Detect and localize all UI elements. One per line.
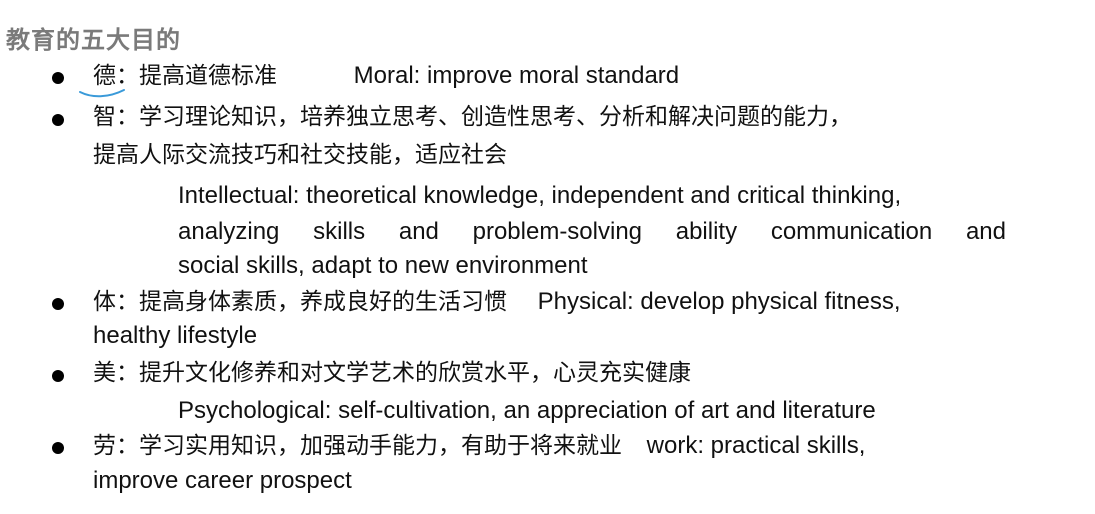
moral-line: 德：提高道德标准 Moral: improve moral standard — [93, 61, 679, 91]
handwritten-underline-mark — [79, 89, 125, 98]
intellectual-en-line1: Intellectual: theoretical knowledge, ind… — [178, 182, 902, 209]
moral-cn: 德：提高道德标准 — [93, 63, 277, 89]
bullet-psychological — [52, 370, 64, 382]
intellectual-cn-line2: 提高人际交流技巧和社交技能，适应社会 — [93, 142, 507, 168]
bullet-physical — [52, 298, 64, 310]
intellectual-en-line3: social skills, adapt to new environment — [178, 252, 588, 279]
work-line2: improve career prospect — [93, 467, 352, 494]
bullet-moral — [52, 72, 64, 84]
bullet-intellectual — [52, 114, 64, 126]
intellectual-cn-line1: 智：学习理论知识，培养独立思考、创造性思考、分析和解决问题的能力， — [93, 104, 852, 130]
psychological-cn: 美：提升文化修养和对文学艺术的欣赏水平，心灵充实健康 — [93, 360, 691, 386]
intellectual-en-line2: analyzing skills and problem-solving abi… — [178, 218, 1006, 245]
moral-en: Moral: improve moral standard — [353, 62, 680, 89]
bullet-work — [52, 442, 64, 454]
physical-line2: healthy lifestyle — [93, 322, 258, 349]
psychological-en: Psychological: self-cultivation, an appr… — [178, 397, 876, 424]
page-title: 教育的五大目的 — [6, 26, 181, 54]
physical-line1: 体：提高身体素质，养成良好的生活习惯 Physical: develop phy… — [93, 288, 901, 315]
work-line1: 劳：学习实用知识，加强动手能力，有助于将来就业 work: practical … — [93, 432, 866, 459]
